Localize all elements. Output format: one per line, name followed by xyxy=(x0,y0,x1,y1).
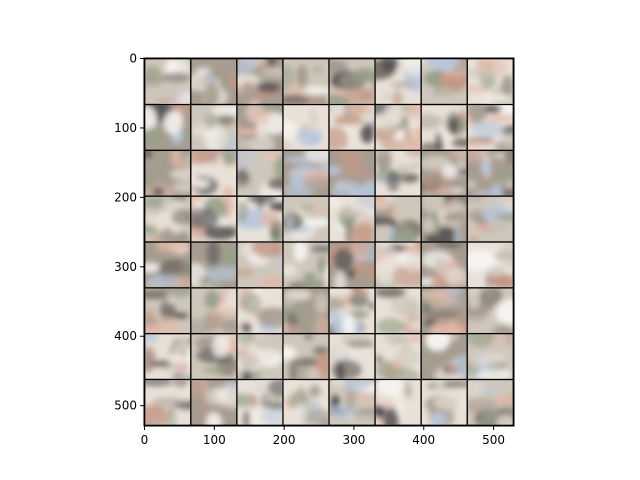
image-tile xyxy=(191,380,237,425)
image-grid xyxy=(145,59,513,425)
image-tile xyxy=(191,151,237,196)
image-tile xyxy=(421,151,467,196)
image-tile xyxy=(375,242,421,288)
image-tile xyxy=(467,105,513,150)
image-tile xyxy=(283,151,329,196)
image-tile xyxy=(421,288,467,333)
image-tile xyxy=(375,151,421,196)
x-tick-label: 300 xyxy=(342,433,365,447)
x-tick-label: 100 xyxy=(203,433,226,447)
image-tile xyxy=(283,59,329,104)
image-tile xyxy=(329,242,375,288)
image-tile xyxy=(467,242,513,288)
image-tile xyxy=(237,151,283,196)
image-tile xyxy=(421,334,467,379)
image-tile xyxy=(145,288,191,333)
image-tile xyxy=(191,242,237,288)
image-tile xyxy=(467,288,513,333)
image-tile xyxy=(191,334,237,379)
image-tile xyxy=(283,105,329,150)
image-tile xyxy=(421,59,467,104)
image-tile xyxy=(329,196,375,242)
image-tile xyxy=(237,59,283,104)
image-tile xyxy=(421,196,467,242)
x-tick-label: 0 xyxy=(141,433,149,447)
y-axis: 0 100 200 300 400 500 xyxy=(114,52,144,413)
y-tick-label: 100 xyxy=(114,121,137,135)
image-tile xyxy=(421,105,467,150)
image-tile xyxy=(145,59,191,104)
image-tile xyxy=(421,380,467,425)
image-tile xyxy=(145,380,191,425)
y-tick-label: 400 xyxy=(114,329,137,343)
image-tile xyxy=(375,288,421,333)
image-tile xyxy=(191,288,237,333)
image-tile xyxy=(283,288,329,333)
image-tile xyxy=(191,196,237,242)
image-tile xyxy=(191,105,237,150)
y-tick-label: 300 xyxy=(114,260,137,274)
image-tile xyxy=(145,242,191,288)
image-tile xyxy=(421,242,467,288)
image-tile xyxy=(329,380,375,425)
image-tile xyxy=(467,151,513,196)
image-tile xyxy=(145,334,191,379)
y-tick-label: 500 xyxy=(114,399,137,413)
image-tile xyxy=(283,380,329,425)
image-tile xyxy=(145,196,191,242)
image-tile xyxy=(283,334,329,379)
image-tile xyxy=(237,288,283,333)
image-tile xyxy=(237,334,283,379)
image-tile xyxy=(145,151,191,196)
image-tile xyxy=(237,105,283,150)
image-tile xyxy=(375,59,421,104)
y-tick-label: 200 xyxy=(114,190,137,204)
image-tile xyxy=(237,380,283,425)
image-tile xyxy=(467,380,513,425)
image-tile xyxy=(467,59,513,104)
image-tile xyxy=(375,380,421,425)
image-tile xyxy=(375,334,421,379)
image-tile xyxy=(329,334,375,379)
image-tile xyxy=(237,196,283,242)
image-tile xyxy=(283,242,329,288)
x-tick-label: 200 xyxy=(273,433,296,447)
image-tile xyxy=(467,334,513,379)
image-tile xyxy=(375,196,421,242)
image-tile xyxy=(191,59,237,104)
image-tile xyxy=(329,151,375,196)
image-tile xyxy=(145,105,191,150)
x-tick-label: 400 xyxy=(412,433,435,447)
image-tile xyxy=(329,105,375,150)
image-tile xyxy=(375,105,421,150)
image-tile xyxy=(329,288,375,333)
plot-area xyxy=(144,58,514,426)
image-tile xyxy=(329,59,375,104)
image-tile xyxy=(283,196,329,242)
x-tick-label: 500 xyxy=(482,433,505,447)
image-tile xyxy=(467,196,513,242)
image-tile xyxy=(237,242,283,288)
x-axis: 0 100 200 300 400 500 xyxy=(141,426,505,447)
y-tick-label: 0 xyxy=(129,52,137,66)
axes-frame xyxy=(143,57,515,427)
